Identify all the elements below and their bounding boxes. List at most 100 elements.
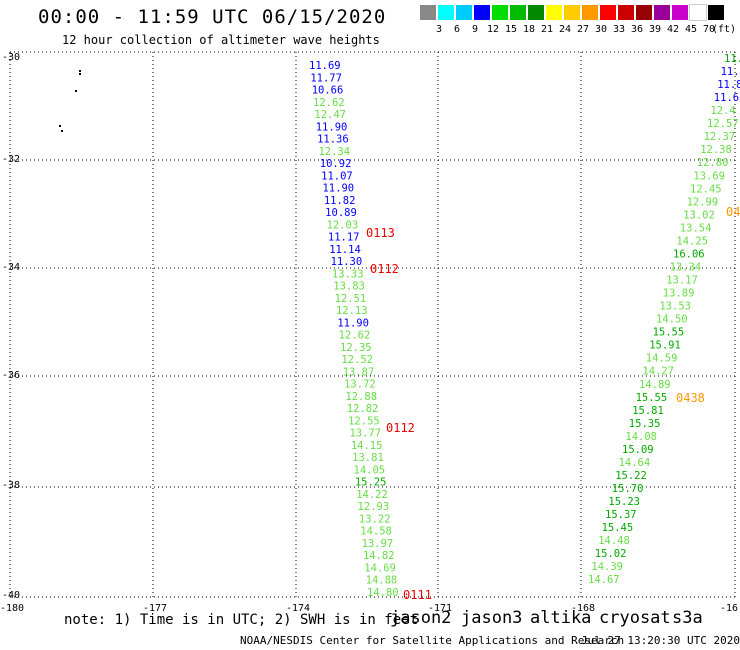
- legend-label: 45: [684, 24, 698, 35]
- legend-swatch: [689, 4, 707, 21]
- swh-value: 12.51: [335, 293, 367, 305]
- swh-value: 12.37: [704, 131, 736, 143]
- legend-label: 3: [435, 24, 443, 35]
- swh-value: 15.37: [605, 509, 637, 521]
- legend-label: 12: [486, 24, 500, 35]
- swh-value: 13.17: [666, 275, 698, 287]
- legend-label: 18: [522, 24, 536, 35]
- swh-value: 14.25: [676, 235, 708, 247]
- swh-value: 15.45: [602, 522, 634, 534]
- lon-tick-label: -171: [428, 603, 453, 614]
- legend-swatch: [546, 5, 562, 20]
- lat-tick-label: -30: [2, 52, 21, 63]
- swh-value: 12.62: [313, 97, 345, 109]
- note-text: note: 1) Time is in UTC; 2) SWH is in fe…: [64, 612, 419, 628]
- swh-value: 13.33: [332, 268, 364, 280]
- swh-value: 12.80: [697, 157, 729, 169]
- time-label: 0113: [366, 226, 395, 240]
- swh-value: 14.80: [367, 587, 399, 599]
- swh-value: 13.54: [680, 222, 712, 234]
- swh-value: 12.47: [314, 109, 346, 121]
- timestamp-text: Jul 27 13:20:30 UTC 2020: [581, 634, 740, 647]
- lat-tick-label: -38: [2, 480, 21, 491]
- swh-value: 11.77: [310, 72, 342, 84]
- map-title: 00:00 - 11:59 UTC 06/15/2020: [38, 6, 387, 28]
- swh-value: 10.66: [312, 85, 344, 97]
- swh-value: 12.03: [327, 219, 359, 231]
- swh-value: 15.09: [622, 444, 654, 456]
- swh-value: 11.: [724, 53, 740, 65]
- legend-label: 27: [576, 24, 590, 35]
- island-dot: [61, 130, 63, 132]
- swh-value: 13.53: [659, 301, 691, 313]
- lat-tick-label: -32: [2, 154, 21, 165]
- legend-label: 42: [666, 24, 680, 35]
- swh-value: 13.02: [683, 209, 715, 221]
- legend-swatch: [564, 5, 580, 20]
- legend-swatch: [654, 5, 670, 20]
- island-dot: [79, 73, 81, 75]
- swh-value: 14.50: [656, 314, 688, 326]
- credit-text: NOAA/NESDIS Center for Satellite Applica…: [240, 634, 625, 647]
- swh-value: 14.82: [363, 550, 395, 562]
- legend-unit: (ft): [712, 24, 737, 35]
- swh-value: 13.89: [663, 288, 695, 300]
- swh-value: 13.97: [362, 538, 394, 550]
- legend-swatch: [510, 5, 526, 20]
- time-label: 0112: [370, 262, 399, 276]
- swh-value: 15.02: [595, 548, 627, 560]
- swh-value: 12.99: [687, 196, 719, 208]
- swh-value: 11.90: [337, 317, 369, 329]
- lat-tick-label: -40: [2, 590, 21, 601]
- swh-value: 12.45: [690, 183, 722, 195]
- time-label: 0111: [403, 588, 432, 602]
- swh-value: 13.87: [343, 366, 375, 378]
- swh-value: 11.36: [317, 134, 349, 146]
- swh-value: 13.69: [693, 170, 725, 182]
- legend-swatch: [582, 5, 598, 20]
- swh-value: 14.67: [588, 574, 620, 586]
- lon-tick-label: -177: [143, 603, 168, 614]
- swh-value: 11.07: [321, 170, 353, 182]
- lon-tick-label: -16: [720, 603, 739, 614]
- swh-value: 11.82: [324, 195, 356, 207]
- satellite-cryosat: cryosat: [599, 608, 671, 628]
- swh-value: 15.22: [615, 470, 647, 482]
- legend-swatch: [438, 5, 454, 20]
- satellite-altika: altika: [530, 608, 592, 628]
- swh-value: 12.82: [347, 403, 379, 415]
- lon-tick-label: -174: [286, 603, 311, 614]
- swh-value: 14.08: [625, 431, 657, 443]
- swh-value: 11.6: [714, 92, 739, 104]
- swh-value: 12.55: [348, 415, 380, 427]
- legend-swatch: [618, 5, 634, 20]
- swh-value: 12.13: [336, 305, 368, 317]
- swh-value: 12.4: [710, 105, 735, 117]
- swh-value: 11.30: [331, 256, 363, 268]
- swh-value: 15.70: [612, 483, 644, 495]
- swh-value: 12.62: [339, 330, 371, 342]
- swh-value: 14.27: [642, 366, 674, 378]
- swh-value: 14.22: [356, 489, 388, 501]
- lon-tick-label: -168: [571, 603, 596, 614]
- swh-value: 12.93: [358, 501, 390, 513]
- swh-value: 14.59: [646, 353, 678, 365]
- swh-value: 13.34: [670, 261, 702, 273]
- swh-value: 15.55: [636, 392, 668, 404]
- satellite-jason2: jason2: [390, 608, 452, 628]
- swh-value: 16.06: [673, 248, 705, 260]
- map-subtitle: 12 hour collection of altimeter wave hei…: [62, 33, 380, 47]
- swh-value: 12.34: [318, 146, 350, 158]
- swh-value: 14.69: [364, 562, 396, 574]
- swh-value: 12.35: [340, 342, 372, 354]
- time-label: 0438: [676, 391, 705, 405]
- swh-value: 11.69: [309, 60, 341, 72]
- legend-label: 15: [504, 24, 518, 35]
- legend-label: 39: [648, 24, 662, 35]
- legend-swatch: [456, 5, 472, 20]
- lon-tick-label: -180: [0, 603, 25, 614]
- swh-value: 11.90: [316, 121, 348, 133]
- swh-value: 15.25: [355, 477, 387, 489]
- legend-swatch: [672, 5, 688, 20]
- legend-label: 70: [702, 24, 716, 35]
